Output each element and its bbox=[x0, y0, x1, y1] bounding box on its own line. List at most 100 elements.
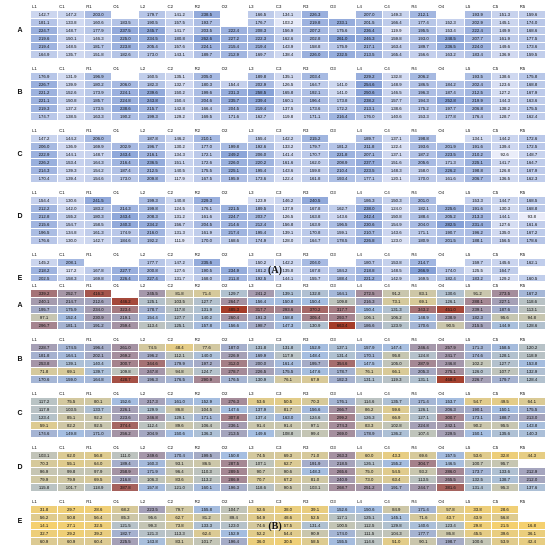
heatmap-cell: 153.4 bbox=[57, 158, 86, 167]
heatmap-cell: 107.7 bbox=[490, 367, 519, 376]
heatmap-cell: 103.1 bbox=[300, 483, 330, 492]
heatmap-cell: 175.5 bbox=[517, 405, 547, 414]
heatmap-cell: 193.6 bbox=[409, 142, 438, 151]
column-header: O3 bbox=[328, 281, 357, 290]
heatmap-cell: 91.4 bbox=[273, 421, 302, 430]
heatmap-cell: 179.7 bbox=[300, 142, 330, 151]
heatmap-cell: 60.9 bbox=[29, 537, 59, 546]
heatmap-cell: 221.2 bbox=[29, 88, 59, 97]
heatmap-cell: 181.1 bbox=[29, 18, 59, 27]
heatmap-cell: 132.8 bbox=[382, 72, 411, 81]
heatmap-cell: 224.7 bbox=[219, 212, 248, 221]
heatmap-cell: 63.4 bbox=[382, 475, 411, 484]
heatmap-cell: 287.5 bbox=[219, 459, 248, 468]
heatmap-cell: 207.7 bbox=[463, 34, 492, 43]
heatmap-cell: 264.7 bbox=[219, 297, 248, 306]
heatmap-cell: 113.2 bbox=[192, 475, 221, 484]
block-b: B L1 C1 R1 O1 L2 C2 R2 O2 L3 C3 R3 O3 L4 C4 R4 O4 L5 C5 R5 1… bbox=[10, 64, 547, 121]
heatmap-cell: 182.3 bbox=[463, 313, 492, 322]
heatmap-cell: 67.9 bbox=[300, 375, 330, 384]
heatmap-cell: 105.0 bbox=[382, 359, 411, 368]
column-header: C2 bbox=[165, 335, 194, 344]
heatmap-cell bbox=[219, 10, 248, 19]
column-header: L1 bbox=[29, 188, 59, 197]
heatmap-cell: 131.4 bbox=[463, 483, 492, 492]
heatmap-cell: 49.5 bbox=[490, 397, 519, 406]
heatmap-cell: 226.8 bbox=[355, 236, 384, 245]
column-header: L1 bbox=[29, 250, 59, 259]
heatmap-cell: 158.5 bbox=[84, 220, 113, 229]
heatmap-cell: 178.7 bbox=[328, 367, 357, 376]
heatmap-cell: 135.6 bbox=[490, 429, 519, 438]
heatmap-cell: 138.5 bbox=[57, 112, 86, 121]
column-header: L3 bbox=[246, 335, 275, 344]
column-header: L1 bbox=[29, 281, 59, 290]
heatmap-cell: 370.2 bbox=[300, 305, 330, 314]
heatmap-cell bbox=[219, 134, 248, 143]
heatmap-cell: 66.1 bbox=[382, 367, 411, 376]
table-row: 147.2 144.2 206.0 187.8 146.2 210.1 155.4 142.2… bbox=[29, 134, 547, 143]
heatmap-cell: 142.2 bbox=[273, 134, 302, 143]
block-label: C bbox=[17, 410, 23, 417]
heatmap-cell: 181.2 bbox=[328, 142, 357, 151]
heatmap-cell: 300.7 bbox=[436, 413, 465, 422]
heatmap-cell: 188.1 bbox=[463, 236, 492, 245]
heatmap-cell: 231.4 bbox=[463, 220, 492, 229]
heatmap-cell: 156.5 bbox=[490, 236, 519, 245]
heatmap-cell: 140.3 bbox=[517, 429, 547, 438]
heatmap-cell: 428.7 bbox=[111, 375, 140, 384]
heatmap-cell: 141.2 bbox=[165, 10, 194, 19]
heatmap-cell: 128.4 bbox=[517, 375, 547, 384]
heatmap-cell: 107.4 bbox=[409, 429, 438, 438]
block-b: B L1 C1 R1 O1 L2 C2 R2 O2 L3 C3 R3 O3 L4 C4 R4 O4 L5 C5 R5 2… bbox=[10, 335, 547, 384]
heatmap-cell: 189.7 bbox=[409, 42, 438, 51]
heatmap-cell: 205.4 bbox=[138, 42, 167, 51]
heatmap-cell: 155.2 bbox=[382, 459, 411, 468]
heatmap-table: L1 C1 R1 O1 L2 C2 R2 O2 L3 C3 R3 O3 L4 C4 R4 O4 L5 C5 R5 15… bbox=[29, 188, 547, 245]
heatmap-cell: 188.4 bbox=[409, 212, 438, 221]
column-header: R5 bbox=[517, 443, 547, 452]
column-header: L5 bbox=[463, 64, 492, 73]
heatmap-cell: 195.4 bbox=[246, 228, 275, 237]
heatmap-cell: 42.4 bbox=[517, 537, 547, 546]
heatmap-cell: 167.5 bbox=[192, 174, 221, 183]
column-header: C3 bbox=[273, 281, 302, 290]
heatmap-cell: 232.5 bbox=[328, 50, 357, 59]
heatmap-cell: 95.8 bbox=[382, 351, 411, 360]
heatmap-cell: 177.9 bbox=[84, 26, 113, 35]
heatmap-cell: 219.8 bbox=[300, 18, 330, 27]
heatmap-cell: 251.2 bbox=[355, 483, 384, 492]
heatmap-cell: 175.5 bbox=[517, 104, 547, 113]
heatmap-cell: 74.5 bbox=[246, 451, 275, 460]
heatmap-cell: 246.8 bbox=[138, 413, 167, 422]
column-header: C4 bbox=[382, 126, 411, 135]
heatmap-cell: 119.9 bbox=[382, 26, 411, 35]
heatmap-cell: 146.3 bbox=[84, 34, 113, 43]
heatmap-cell: 118.6 bbox=[517, 297, 547, 306]
heatmap-cell: 144.3 bbox=[490, 96, 519, 105]
header-row: L1 C1 R1 O1 L2 C2 R2 O2 L3 C3 R3 O3 L4 C4 R4 O4 L5 C5 R5 bbox=[29, 281, 547, 290]
heatmap-cell: 165.4 bbox=[382, 50, 411, 59]
heatmap-cell: 30.5 bbox=[273, 537, 302, 546]
column-header: O3 bbox=[328, 188, 357, 197]
column-header: L5 bbox=[463, 126, 492, 135]
heatmap-cell bbox=[436, 10, 465, 19]
table-row: 59.1 82.2 92.5 374.4 112.4 89.6 106.4 236.1 91.4… bbox=[29, 421, 547, 430]
heatmap-cell: 148.9 bbox=[382, 80, 411, 89]
heatmap-cell: 135.7 bbox=[382, 397, 411, 406]
heatmap-cell: 163.9 bbox=[300, 220, 330, 229]
heatmap-cell: 148.4 bbox=[300, 351, 330, 360]
heatmap-cell: 144.2 bbox=[490, 134, 519, 143]
heatmap-cell: 256.2 bbox=[111, 429, 140, 438]
heatmap-cell: 299.2 bbox=[328, 413, 357, 422]
heatmap-cell: 215.7 bbox=[138, 104, 167, 113]
heatmap-cell: 151.3 bbox=[490, 10, 519, 19]
heatmap-cell: 196.3 bbox=[409, 88, 438, 97]
heatmap-cell: 171.6 bbox=[219, 112, 248, 121]
heatmap-cell: 123.9 bbox=[382, 321, 411, 330]
heatmap-cell: 92.6 bbox=[490, 150, 519, 159]
heatmap-cell: 183.5 bbox=[111, 18, 140, 27]
column-header: O2 bbox=[219, 250, 248, 259]
heatmap-cell: 193.7 bbox=[192, 18, 221, 27]
heatmap-cell: 176.4 bbox=[463, 112, 492, 121]
